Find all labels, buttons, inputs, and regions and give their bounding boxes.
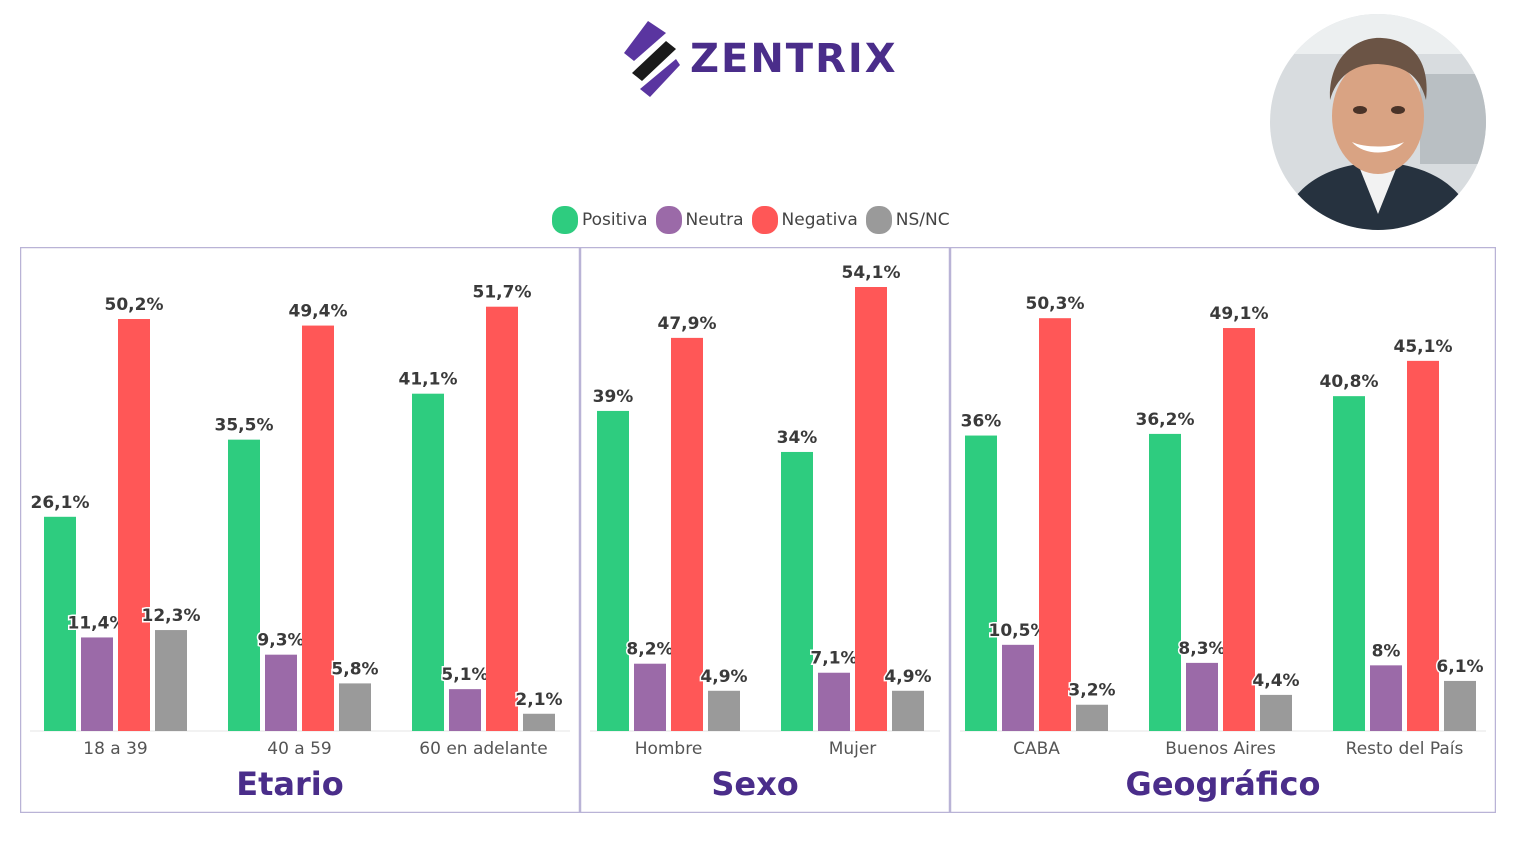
bar	[118, 319, 150, 731]
category-label: Buenos Aires	[1165, 739, 1276, 759]
data-label: 51,7%	[473, 283, 532, 303]
category-label: 60 en adelante	[419, 739, 547, 759]
data-label: 49,1%	[1210, 304, 1269, 324]
portrait-image	[1270, 14, 1486, 230]
data-label: 50,2%	[105, 295, 164, 315]
category-label: Mujer	[829, 739, 877, 759]
bar	[671, 337, 703, 731]
bar	[155, 630, 187, 731]
legend-label: Negativa	[781, 210, 858, 230]
data-label: 12,3%	[142, 606, 201, 626]
data-label: 4,4%	[1252, 671, 1299, 691]
legend-item-nsnc: NS/NC	[865, 206, 950, 234]
panel-border	[949, 247, 1496, 813]
chart-area: 26,1% 11,4% 50,2% 12,3% 18 a 39 35,5% 9,3% 49,4…	[20, 247, 1496, 813]
panel-border	[20, 247, 581, 813]
data-label: 39%	[593, 387, 634, 407]
data-label: 45,1%	[1394, 337, 1453, 357]
data-label: 54,1%	[842, 263, 901, 283]
legend-item-negativa: Negativa	[751, 206, 858, 234]
bar	[1076, 704, 1108, 731]
legend-swatch-nsnc	[865, 206, 892, 234]
bar	[449, 689, 481, 731]
bar	[892, 690, 924, 731]
legend-label: NS/NC	[895, 210, 950, 230]
data-label: 2,1%	[515, 690, 562, 710]
bar	[781, 451, 813, 731]
bar	[1333, 396, 1365, 731]
bar	[1370, 665, 1402, 731]
data-label: 4,9%	[884, 667, 931, 687]
panel-title: Sexo	[711, 765, 798, 803]
legend-item-neutra: Neutra	[655, 206, 744, 234]
data-label: 49,4%	[289, 302, 348, 322]
bar	[1039, 318, 1071, 731]
data-label: 50,3%	[1026, 294, 1085, 314]
panel-title: Etario	[236, 765, 343, 803]
data-label: 11,4%	[68, 613, 127, 633]
bar	[597, 410, 629, 731]
legend-swatch-positiva	[552, 206, 578, 234]
bar	[1186, 662, 1218, 731]
data-label: 36,2%	[1136, 410, 1195, 430]
bar	[1223, 328, 1255, 731]
data-label: 41,1%	[399, 370, 458, 390]
bar	[855, 287, 887, 731]
bar	[44, 516, 76, 731]
data-label: 34%	[777, 428, 818, 448]
legend-label: Neutra	[685, 210, 744, 230]
data-label: 35,5%	[215, 416, 274, 436]
bar	[818, 672, 850, 731]
bar	[708, 690, 740, 731]
category-label: Resto del País	[1346, 739, 1464, 759]
panel-title: Geográfico	[1126, 765, 1321, 803]
legend-label: Positiva	[582, 210, 648, 230]
data-label: 8%	[1372, 641, 1401, 661]
bar	[634, 663, 666, 731]
brand-logo: ZENTRIX	[620, 18, 898, 100]
bar	[81, 637, 113, 731]
bar	[302, 325, 334, 731]
legend-swatch-negativa	[751, 206, 778, 234]
category-label: CABA	[1013, 739, 1060, 759]
bar	[228, 439, 260, 731]
bar	[1407, 360, 1439, 731]
data-label: 4,9%	[700, 667, 747, 687]
bar	[486, 306, 518, 731]
zentrix-mark-icon	[624, 21, 680, 97]
data-label: 8,2%	[626, 640, 673, 660]
brand-name: ZENTRIX	[690, 36, 898, 82]
bar	[1002, 644, 1034, 731]
data-label: 8,3%	[1178, 639, 1225, 659]
category-label: 40 a 59	[267, 739, 332, 759]
legend-swatch-neutra	[655, 206, 682, 234]
legend-item-positiva: Positiva	[552, 206, 648, 234]
category-label: Hombre	[635, 739, 703, 759]
panel-border	[579, 247, 951, 813]
data-label: 6,1%	[1436, 657, 1483, 677]
bar	[523, 713, 555, 731]
data-label: 5,8%	[331, 659, 378, 679]
data-label: 36%	[961, 412, 1002, 432]
bar	[265, 654, 297, 731]
bar	[965, 435, 997, 731]
bar	[412, 393, 444, 731]
bar	[1260, 694, 1292, 731]
bar	[339, 683, 371, 731]
bar	[1149, 433, 1181, 731]
data-label: 10,5%	[989, 621, 1048, 641]
data-label: 26,1%	[31, 493, 90, 513]
data-label: 40,8%	[1320, 372, 1379, 392]
data-label: 3,2%	[1068, 681, 1115, 701]
data-label: 9,3%	[257, 631, 304, 651]
data-label: 5,1%	[441, 665, 488, 685]
legend: Positiva Neutra Negativa NS/NC	[552, 206, 950, 234]
person-photo	[1270, 14, 1486, 230]
bar	[1444, 680, 1476, 731]
data-label: 7,1%	[810, 649, 857, 669]
category-label: 18 a 39	[83, 739, 148, 759]
data-label: 47,9%	[658, 314, 717, 334]
